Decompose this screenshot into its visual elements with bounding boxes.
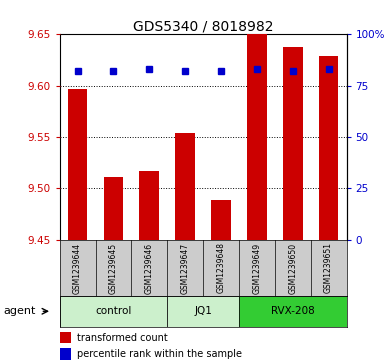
- Bar: [319, 56, 338, 240]
- Bar: [283, 47, 303, 240]
- Bar: [211, 200, 231, 240]
- Bar: [175, 133, 195, 240]
- Title: GDS5340 / 8018982: GDS5340 / 8018982: [133, 19, 273, 33]
- Text: GSM1239645: GSM1239645: [109, 242, 118, 294]
- Bar: [247, 33, 267, 240]
- Bar: [68, 89, 87, 240]
- Text: GSM1239647: GSM1239647: [181, 242, 190, 294]
- Bar: [60, 332, 71, 343]
- Text: agent: agent: [4, 306, 36, 316]
- Text: GSM1239644: GSM1239644: [73, 242, 82, 294]
- Bar: [139, 171, 159, 240]
- Text: GSM1239648: GSM1239648: [216, 242, 226, 293]
- Bar: [167, 296, 239, 327]
- Bar: [60, 348, 71, 359]
- Text: GSM1239651: GSM1239651: [324, 242, 333, 293]
- Text: GSM1239650: GSM1239650: [288, 242, 297, 294]
- Text: GSM1239646: GSM1239646: [145, 242, 154, 294]
- Text: percentile rank within the sample: percentile rank within the sample: [77, 349, 242, 359]
- Bar: [104, 177, 123, 240]
- Bar: [239, 296, 346, 327]
- Text: control: control: [95, 306, 132, 316]
- Text: GSM1239649: GSM1239649: [252, 242, 261, 294]
- Text: JQ1: JQ1: [194, 306, 212, 316]
- Text: RVX-208: RVX-208: [271, 306, 315, 316]
- Bar: [60, 296, 167, 327]
- Text: transformed count: transformed count: [77, 333, 167, 343]
